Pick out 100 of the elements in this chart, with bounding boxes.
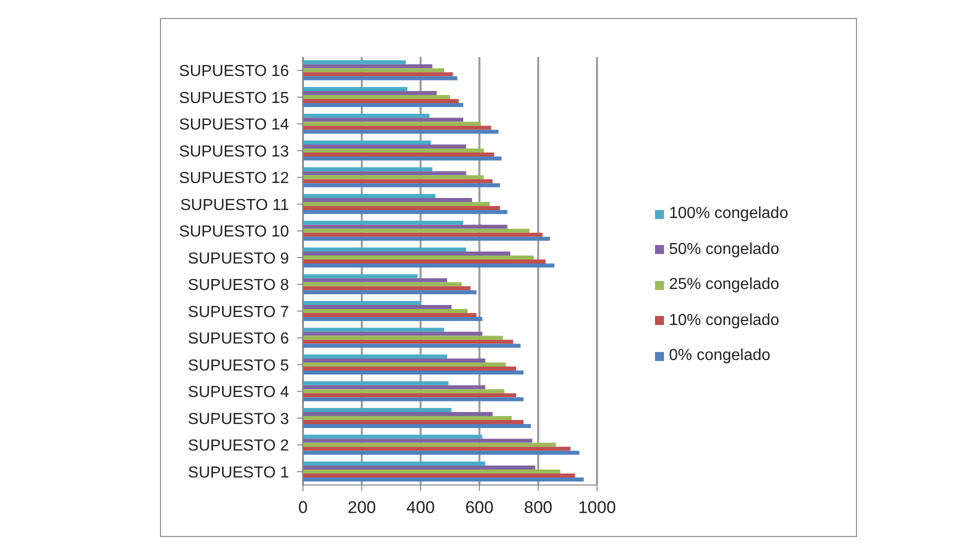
bar [303,316,482,321]
bar [303,424,531,428]
legend-label: 0% congelado [669,347,770,365]
x-tick-label: 400 [406,498,435,518]
bar [303,477,584,482]
bar [303,259,546,264]
y-tick-label: SUPUESTO 16 [179,63,290,80]
bar [303,469,560,474]
bar [303,286,471,290]
bar [303,344,521,348]
bar [303,473,575,478]
bar [303,300,421,305]
bar [303,206,500,210]
bar [303,122,481,126]
y-tick-label: SUPUESTO 15 [179,90,290,107]
bar [303,156,502,160]
bar [303,86,408,91]
bar [303,263,554,268]
y-tick-label: SUPUESTO 4 [188,384,290,402]
legend-label: 50% congelado [669,240,780,258]
bar [303,210,508,214]
bar [303,370,524,374]
bar [303,144,466,148]
bar [303,130,499,134]
bar [303,140,431,144]
bar [303,183,500,188]
bar [303,90,437,95]
bar [303,354,448,358]
bar [303,126,492,130]
bar [303,416,512,420]
bar [303,290,476,294]
bar [303,64,432,68]
bar [303,228,530,233]
y-tick-label: SUPUESTO 2 [188,438,290,455]
bar [303,446,571,451]
bar [303,461,486,466]
bar [303,114,430,118]
bar [303,72,453,76]
bar [303,224,508,229]
bar [303,60,406,64]
bar [303,397,524,402]
bar [303,385,486,390]
bar [303,336,503,340]
bar [303,251,510,256]
bar [303,255,534,260]
y-tick-label: SUPUESTO 13 [179,143,290,160]
y-tick-label: SUPUESTO 11 [180,196,290,214]
bar [303,236,550,241]
bar [303,94,450,99]
bar [303,434,482,439]
bar [303,202,490,206]
bar [303,148,484,152]
y-tick-label: SUPUESTO 12 [179,170,290,188]
bar [303,304,452,309]
y-tick-label: SUPUESTO 10 [179,224,290,241]
y-tick-label: SUPUESTO 1 [188,464,290,482]
y-tick-label: SUPUESTO 7 [188,304,290,321]
bar [303,98,459,103]
bar [303,332,482,336]
x-tick-label: 600 [465,498,494,518]
bar [303,442,556,447]
x-tick-label: 1000 [578,498,616,518]
y-tick-label: SUPUESTO 6 [188,330,290,348]
bar [303,366,516,370]
bar [303,274,418,278]
bar [303,198,472,202]
bar [303,171,466,176]
bar [303,328,444,332]
bar [303,450,580,455]
bar [303,393,516,398]
bar [303,438,532,443]
bar [303,76,458,80]
x-tick-label: 200 [348,498,376,518]
bar [303,312,476,317]
bar [303,465,536,470]
y-tick-label: SUPUESTO 5 [188,357,290,374]
y-tick-label: SUPUESTO 8 [188,277,290,294]
bar [303,247,466,252]
bar [303,340,514,344]
y-tick-label: SUPUESTO 3 [188,410,290,428]
bar [303,194,436,198]
legend-label: 25% congelado [669,276,780,294]
bar [303,412,493,416]
bar [303,68,444,72]
bar [303,278,448,282]
x-tick-label: 0 [298,498,308,518]
y-tick-label: SUPUESTO 14 [179,116,290,134]
bar [303,308,468,313]
bar [303,152,494,156]
bar [303,220,464,225]
bar [303,408,452,412]
x-tick-label: 800 [524,498,552,518]
bar [303,102,464,107]
bar [303,381,449,386]
bar [303,232,543,237]
y-tick-label: SUPUESTO 9 [188,250,290,268]
bar [303,179,493,184]
bar [303,389,504,394]
bar [303,118,464,122]
bar [303,282,462,286]
